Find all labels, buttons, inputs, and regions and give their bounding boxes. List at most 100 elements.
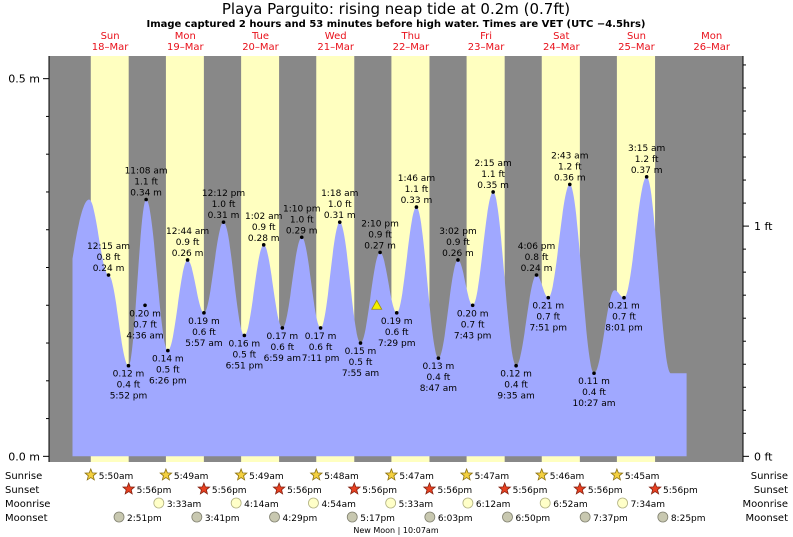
sunset-time: 5:56pm (437, 486, 472, 496)
sunset-time: 5:56pm (362, 486, 397, 496)
tide-extreme-label: 0.17 m (267, 332, 299, 342)
moonset-time: 7:37pm (593, 514, 628, 524)
moonrise-time: 4:54am (321, 500, 356, 510)
tide-extreme-dot (534, 273, 539, 277)
tide-extreme-label: 2:43 am (551, 151, 588, 161)
tide-extreme-label: 3:15 am (628, 144, 665, 154)
tide-extreme-label: 0.26 m (172, 249, 204, 259)
tide-extreme-dot (144, 197, 148, 202)
tide-extreme-label: 0.13 m (423, 362, 455, 372)
tide-extreme-dot (261, 243, 266, 247)
sunrise-icon (234, 467, 248, 481)
sunrise-icon (610, 467, 624, 481)
moon-phase-note: New Moon | 10:07am (353, 526, 438, 535)
tide-extreme-dot (622, 295, 626, 300)
left-axis-tick-label: 0.5 m (8, 73, 40, 86)
tide-extreme-dot (185, 258, 190, 262)
tide-extreme-dot (470, 303, 475, 308)
sunrise-row-label-right: Sunrise (751, 471, 788, 482)
tide-extreme-label: 2:15 am (474, 159, 511, 169)
sunrise-icon (534, 467, 549, 481)
tide-extreme-dot (378, 250, 382, 255)
tide-extreme-label: 0.5 ft (156, 366, 180, 376)
sunrise-time: 5:45am (625, 472, 660, 482)
day-header-name: Mon (701, 31, 722, 42)
moonset-time: 5:17pm (360, 514, 395, 524)
tide-extreme-dot (106, 273, 111, 277)
moonset-time: 4:29pm (283, 514, 318, 524)
day-header-name: Sat (553, 31, 569, 42)
tide-extreme-label: 0.4 ft (427, 373, 451, 383)
tide-extreme-label: 0.6 ft (192, 328, 216, 338)
tide-extreme-label: 1:02 am (245, 212, 282, 222)
tide-extreme-label: 0.34 m (130, 189, 162, 199)
chart-subtitle: Image captured 2 hours and 53 minutes be… (147, 19, 646, 30)
tide-extreme-label: 0.15 m (345, 347, 377, 357)
sunset-icon (121, 481, 136, 495)
current-tide-marker (371, 299, 383, 310)
tide-extreme-dot (456, 258, 460, 262)
tide-extreme-label: 0.28 m (248, 234, 280, 244)
chart-title: Playa Parguito: rising neap tide at 0.2m… (222, 0, 570, 18)
tide-extreme-dot (166, 348, 170, 353)
tide-extreme-label: 0.36 m (554, 173, 586, 183)
moonset-time: 2:51pm (127, 514, 162, 524)
day-header-date: 23–Mar (468, 42, 505, 53)
tide-area (72, 176, 687, 457)
tide-extreme-label: 5:57 am (185, 339, 222, 349)
tide-extreme-label: 0.21 m (608, 302, 640, 312)
day-header-name: Sun (627, 31, 646, 42)
sunset-time: 5:56pm (588, 486, 623, 496)
tide-extreme-label: 0.19 m (381, 317, 413, 327)
tide-area-path (72, 176, 687, 457)
tide-extreme-dot (299, 235, 304, 240)
sunset-icon (347, 481, 362, 495)
sunset-time: 5:56pm (663, 486, 698, 496)
tide-extreme-dot (280, 326, 285, 330)
tide-extreme-label: 12:44 am (166, 227, 209, 237)
right-axis-tick-label: 0 ft (754, 450, 773, 463)
moonset-icon (191, 511, 203, 523)
moonset-icon (113, 511, 125, 523)
sunrise-time: 5:48am (324, 472, 359, 482)
sunset-icon (272, 481, 286, 495)
sunset-icon (197, 481, 211, 495)
day-header-name: Wed (325, 31, 347, 42)
sunrise-icon (384, 467, 399, 481)
moonrise-time: 6:12am (476, 500, 511, 510)
tide-extreme-label: 7:55 am (342, 369, 379, 379)
tide-extreme-dot (143, 303, 147, 308)
moonset-time: 3:41pm (205, 514, 240, 524)
moonrise-time: 3:33am (167, 500, 202, 510)
tide-extreme-label: 0.4 ft (117, 381, 141, 391)
tide-extreme-label: 0.27 m (364, 241, 396, 251)
moonset-icon (579, 511, 591, 523)
tide-extreme-dot (221, 220, 226, 224)
tide-extreme-label: 1.1 ft (134, 178, 158, 188)
day-header-name: Tue (251, 31, 269, 42)
sunset-row-label-right: Sunset (754, 485, 788, 496)
sunset-time: 5:56pm (287, 486, 322, 496)
tide-extreme-label: 0.24 m (521, 264, 553, 274)
tide-extreme-label: 0.4 ft (582, 388, 606, 398)
moonset-icon (502, 511, 513, 523)
tide-extreme-label: 0.16 m (229, 339, 261, 349)
tide-extreme-label: 1.0 ft (328, 200, 352, 210)
moonset-icon (424, 511, 436, 523)
tide-extreme-label: 1.1 ft (405, 185, 429, 195)
tide-extreme-dot (337, 220, 342, 224)
tide-extreme-label: 0.6 ft (271, 343, 295, 353)
day-header-date: 19–Mar (167, 42, 204, 53)
tide-extreme-label: 0.14 m (152, 355, 184, 365)
sunrise-icon (309, 467, 324, 481)
tide-extreme-label: 0.5 ft (349, 358, 373, 368)
tide-extreme-label: 0.12 m (500, 370, 532, 380)
tide-extreme-label: 0.20 m (129, 309, 161, 319)
tide-extreme-label: 0.6 ft (385, 328, 409, 338)
tide-extreme-dot (358, 341, 363, 345)
tide-extreme-label: 0.19 m (188, 317, 220, 327)
left-axis-tick-label: 0.0 m (8, 450, 40, 463)
right-axis-tick-label: 1 ft (754, 220, 773, 233)
tide-extreme-dot (414, 205, 419, 209)
tide-extreme-label: 12:12 pm (202, 189, 245, 199)
